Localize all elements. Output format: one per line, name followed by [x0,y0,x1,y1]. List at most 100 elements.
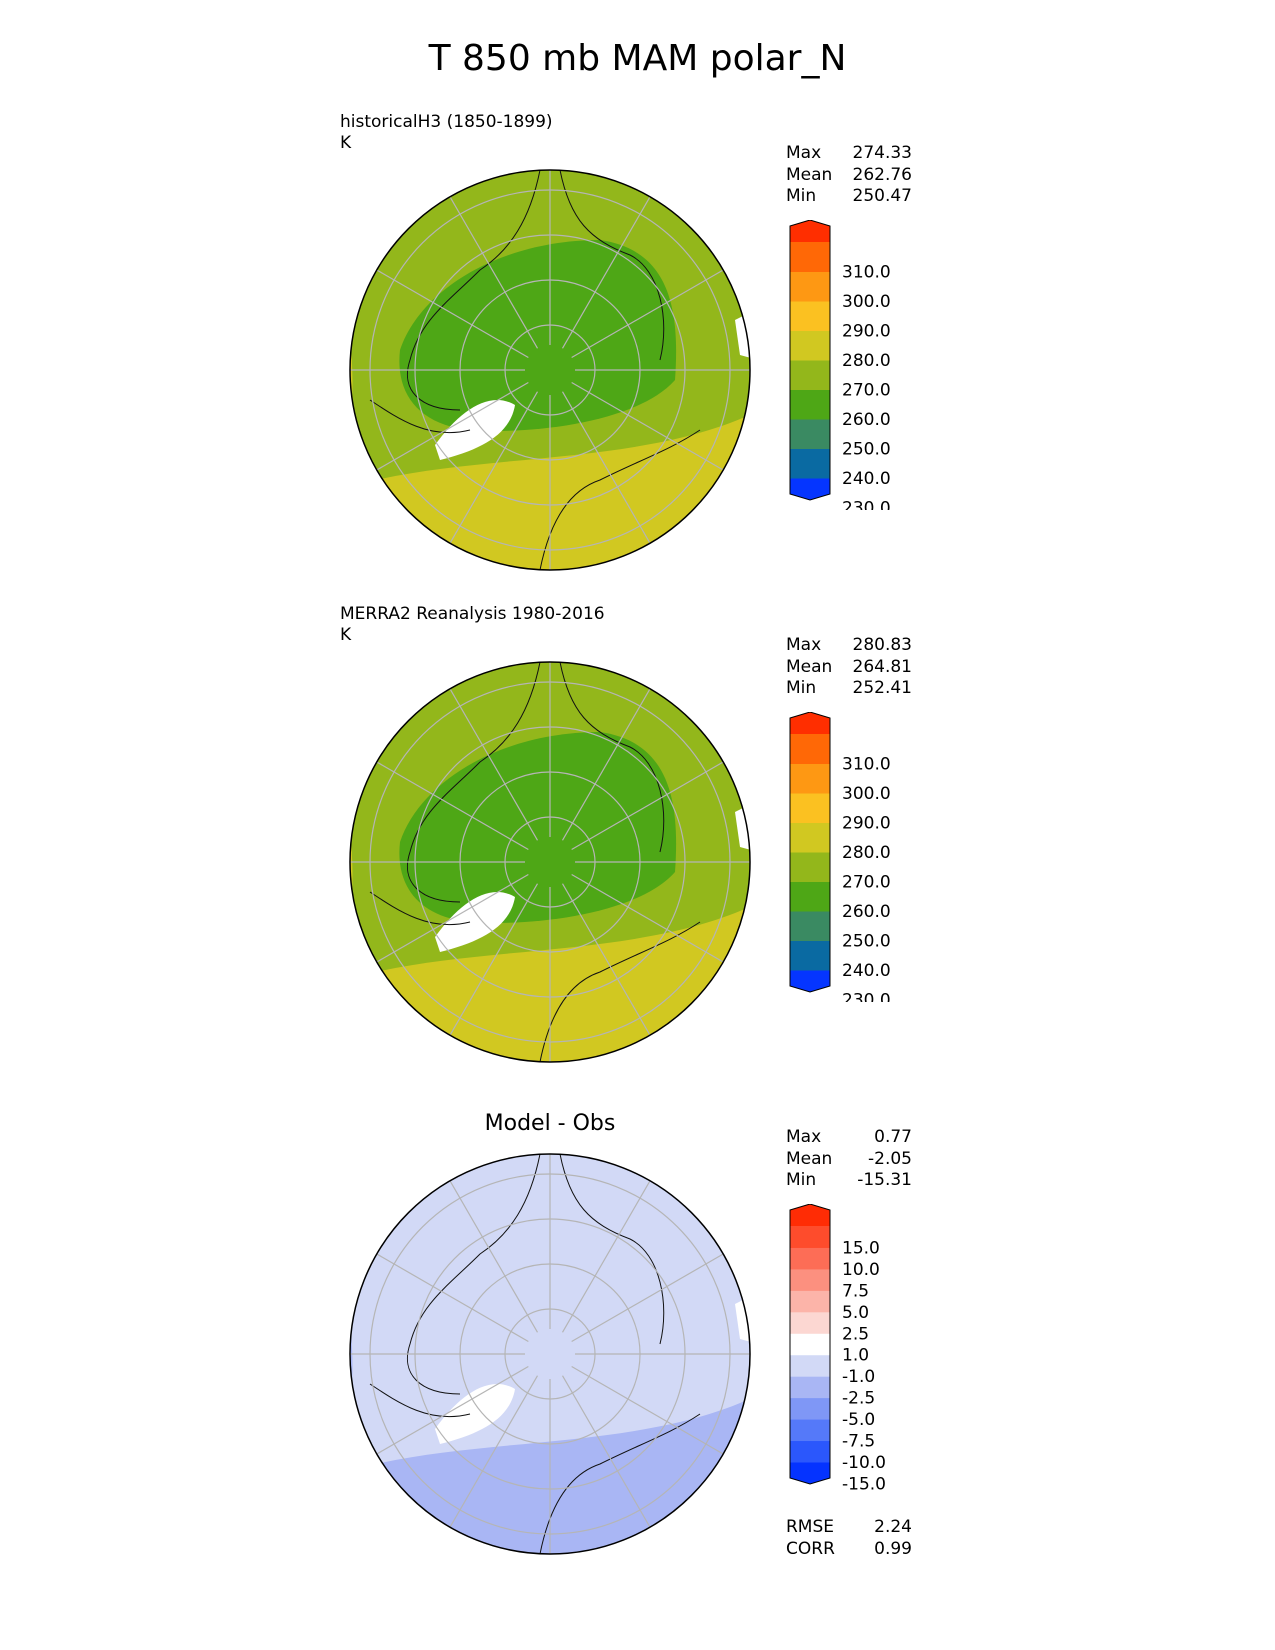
colorbar-tick-label: 15.0 [842,1238,880,1258]
colorbar-under-extension [790,1462,830,1484]
figure-title: T 850 mb MAM polar_N [428,38,847,79]
panel3-stat-max: Max 0.77 [786,1127,912,1147]
meridian-line [376,1365,529,1455]
meridian-line [561,1375,651,1528]
graticule [350,662,750,1062]
colorbar-tick-label: -1.0 [842,1367,875,1387]
colorbar-tick-label: 280.0 [842,843,891,863]
greenland [435,1383,515,1444]
meridian-line [561,688,651,841]
meridian-line [449,391,539,544]
meridian-line [571,1365,724,1455]
panel1-stat-mean: Mean 262.76 [786,164,912,185]
colorbar-segment [790,1376,830,1399]
meridian-line [561,196,651,349]
meridian-line [449,1375,539,1528]
panel1-stats: Max 274.33 Mean 262.76 Min 250.47 [786,143,912,208]
panel3-map [349,1153,751,1555]
field-core [399,240,677,431]
colorbar-tick-label: -7.5 [842,1432,875,1452]
meridian-line [449,196,539,349]
coastline [539,921,701,1062]
meridian-line [571,873,724,963]
field-core [399,1224,677,1415]
panel1-colorbar: 310.0 300.0 290.0 280.0 270.0 260.0 250.0 240.0… [789,220,891,510]
colorbar-segment [790,389,830,420]
colorbar-tick-label: 290.0 [842,322,891,342]
colorbar-tick-label: 300.0 [842,784,891,804]
colorbar-segment [790,1333,830,1356]
coastlines [369,662,701,1062]
colorbar-tick-label: 5.0 [842,1303,869,1323]
colorbar-tick-label: 240.0 [842,469,891,489]
panel3-metric-rmse: RMSE 2.24 [786,1517,912,1537]
panel1-title-text: historicalH3 (1850-1899) [340,112,553,132]
field-core [399,732,677,923]
meridian-line [449,688,539,841]
panel2-stat-max: Max 280.83 [786,635,912,655]
coastlines [369,1154,701,1554]
coastline [559,1154,665,1345]
graticule [350,170,750,570]
panel3-metrics: RMSE 2.24 CORR 0.99 [786,1517,912,1560]
colorbar-segment [790,911,830,941]
panel3-stats: Max 0.77 Mean -2.05 Min -15.31 [786,1127,912,1192]
colorbar-tick-label: 300.0 [842,292,891,312]
greenland [435,891,515,952]
colorbar-segment [790,1247,830,1270]
coastline [369,891,471,926]
colorbar-segment [790,1440,830,1463]
colorbar-segment [790,822,830,853]
panel3-metric-corr: CORR 0.99 [786,1538,912,1559]
colorbar-tick-label: 2.5 [842,1324,869,1344]
panel3-stat-min: Min -15.31 [786,1170,912,1190]
colorbar-outline [789,712,831,993]
graticule [350,1154,750,1554]
coastline [559,662,665,853]
colorbar-tick-label: 260.0 [842,902,891,922]
colorbar-segment [790,1268,830,1291]
colorbar-tick-label: 1.0 [842,1346,869,1366]
colorbar-segment [790,763,830,794]
colorbar-tick-label: -5.0 [842,1410,875,1430]
colorbar-tick-label: 230.0 [842,991,891,1003]
panel1-map [349,169,751,571]
colorbar-tick-label: 310.0 [842,755,891,775]
colorbar-tick-label: 250.0 [842,932,891,952]
meridian-line [561,883,651,1036]
colorbar-segment [790,330,830,361]
colorbar-segment [790,793,830,823]
panel3-colorbar: 15.010.07.55.02.51.0-1.0-2.5-5.0-7.5-10.… [789,1204,886,1494]
coastline [539,429,701,570]
colorbar-tick-label: 290.0 [842,814,891,834]
panel1-units: K [340,133,352,153]
meridian-line [571,761,724,851]
colorbar-tick-label: 7.5 [842,1281,869,1301]
map-boundary [349,1153,751,1555]
colorbar-segment [790,360,830,390]
colorbar-segment [790,881,830,912]
meridian-line [571,1253,724,1343]
colorbar-segment [790,1311,830,1334]
meridian-line [571,381,724,471]
colorbar-tick-label: 260.0 [842,410,891,430]
meridian-line [376,1253,529,1343]
colorbar-segment [790,1354,830,1377]
colorbar-under-extension [790,478,830,500]
colorbar-tick-label: 250.0 [842,440,891,460]
panel2-title: MERRA2 Reanalysis 1980-2016 K [340,604,605,646]
colorbar-over-extension [790,712,830,734]
panel2-stats: Max 280.83 Mean 264.81 Min 252.41 [786,635,912,700]
panel2-title-text: MERRA2 Reanalysis 1980-2016 [340,604,605,624]
meridian-line [376,873,529,963]
colorbar-outline [789,220,831,501]
panel1-title: historicalH3 (1850-1899) K [340,112,553,154]
colorbar-segment [790,940,830,971]
colorbar-tick-label: 280.0 [842,351,891,371]
colorbar-segment [790,448,830,479]
meridian-line [449,883,539,1036]
panel3-stat-mean: Mean -2.05 [786,1148,912,1169]
colorbar-over-extension [790,220,830,242]
meridian-line [376,381,529,471]
colorbar-tick-label: 240.0 [842,961,891,981]
